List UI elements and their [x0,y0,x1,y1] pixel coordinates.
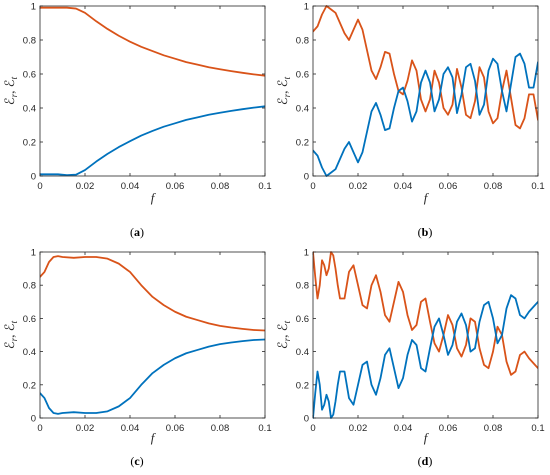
y-axis-label-part: ℰ [275,323,290,331]
y-tick-label: 0.8 [296,281,309,292]
series-line-transmission [313,294,538,419]
y-tick-label: 1 [31,2,36,13]
x-tick-label: 0.02 [76,423,95,434]
panel-caption: (a) [130,225,144,239]
x-tick-label: 0.1 [531,181,544,192]
y-tick-label: 1 [31,248,36,259]
x-tick-label: 0.08 [211,181,230,192]
x-tick-label: 0.04 [394,423,413,434]
y-tick-label: 0 [31,172,36,183]
y-tick-label: 1 [304,2,309,13]
x-tick-label: 0 [310,423,315,434]
x-tick-label: 0.04 [121,423,140,434]
panel-caption: (d) [418,454,433,468]
series-line-reflection [313,5,538,130]
y-tick-label: 0.2 [23,138,36,149]
x-tick-label: 0.08 [484,423,503,434]
y-tick-label: 0 [31,414,36,425]
axes-frame [312,251,539,419]
y-tick-label: 0 [304,172,309,183]
panel-caption: (b) [418,225,433,239]
y-tick-label: 0.6 [296,70,309,81]
y-tick-label: 1 [304,248,309,259]
x-tick-label: 0 [37,423,42,434]
series-line-transmission [313,52,538,177]
y-tick-label: 0.4 [23,347,36,358]
y-axis-label-part: r [9,337,19,341]
chart-panel-b: 0 0.02 0.04 0.06 0.08 0.1 0 0.2 0.4 0.6 0.8 1 f ℰr​, … [275,2,545,240]
y-axis-label-part: ℰ [2,323,17,331]
y-axis-label: ℰr​, ℰt​ [2,76,19,105]
x-tick-label: 0.04 [121,181,140,192]
y-axis-label-part: r [282,337,292,341]
panel-caption-letter: b [422,225,429,239]
x-tick-label: 0.06 [166,423,185,434]
y-tick-label: 0.8 [23,36,36,47]
series-line-reflection [313,251,538,376]
y-tick-label: 0.2 [296,138,309,149]
y-axis-label-part: t [282,320,292,323]
axes-frame [39,5,266,177]
y-axis-label-part: r [9,93,19,97]
y-tick-label: 0.2 [23,380,36,391]
series-line-transmission [40,338,265,415]
x-tick-label: 0.02 [349,423,368,434]
y-tick-label: 0.6 [296,314,309,325]
y-axis-label-part: t [9,320,19,323]
x-tick-label: 0.02 [76,181,95,192]
y-tick-label: 0.2 [296,380,309,391]
y-axis-label-part: ℰ [2,341,17,349]
y-tick-label: 0.4 [23,104,36,115]
y-axis-label-part: ℰ [275,79,290,87]
y-axis-label: ℰr​, ℰt​ [275,320,292,349]
panel-caption-letter: a [134,225,140,239]
y-tick-label: 0.4 [296,347,309,358]
y-tick-label: 0 [304,414,309,425]
x-tick-label: 0.08 [211,423,230,434]
x-axis-label: f [424,430,430,445]
y-axis-label-part: r [282,93,292,97]
x-tick-label: 0.04 [394,181,413,192]
x-axis-label: f [151,190,157,205]
y-axis-label-part: ℰ [275,97,290,105]
x-tick-label: 0 [310,181,315,192]
y-axis-label-part: ℰ [2,97,17,105]
y-axis-label: ℰr​, ℰt​ [275,76,292,105]
y-tick-label: 0.6 [23,314,36,325]
y-axis-label-part: ℰ [275,341,290,349]
series-line-reflection [40,255,265,332]
y-axis-label-part: t [282,76,292,79]
chart-panel-d: 0 0.02 0.04 0.06 0.08 0.1 0 0.2 0.4 0.6 0.8 1 f ℰr​, … [275,248,545,469]
x-tick-label: 0.06 [166,181,185,192]
axes-frame [312,5,539,177]
x-tick-label: 0.02 [349,181,368,192]
x-axis-label: f [424,190,430,205]
y-axis-label-part: t [9,76,19,79]
x-tick-label: 0.1 [258,181,271,192]
x-tick-label: 0.06 [439,423,458,434]
y-tick-label: 0.4 [296,104,309,115]
series-line-transmission [40,105,265,177]
axes-frame [39,251,266,419]
x-tick-label: 0.08 [484,181,503,192]
y-tick-label: 0.8 [23,281,36,292]
x-tick-label: 0 [37,181,42,192]
x-tick-label: 0.06 [439,181,458,192]
y-axis-label-part: ℰ [2,79,17,87]
y-tick-label: 0.6 [23,70,36,81]
panel-caption: (c) [130,454,143,468]
panel-caption-letter: d [422,454,429,468]
chart-panel-a: 0 0.02 0.04 0.06 0.08 0.1 0 0.2 0.4 0.6 0.8 1 f ℰr​, … [2,2,272,240]
x-axis-label: f [151,430,157,445]
y-tick-label: 0.8 [296,36,309,47]
x-tick-label: 0.1 [258,423,271,434]
chart-panel-c: 0 0.02 0.04 0.06 0.08 0.1 0 0.2 0.4 0.6 0.8 1 f ℰr​, … [2,248,272,469]
y-axis-label: ℰr​, ℰt​ [2,320,19,349]
x-tick-label: 0.1 [531,423,544,434]
panel-caption-letter: c [134,454,140,468]
series-line-reflection [40,6,265,77]
